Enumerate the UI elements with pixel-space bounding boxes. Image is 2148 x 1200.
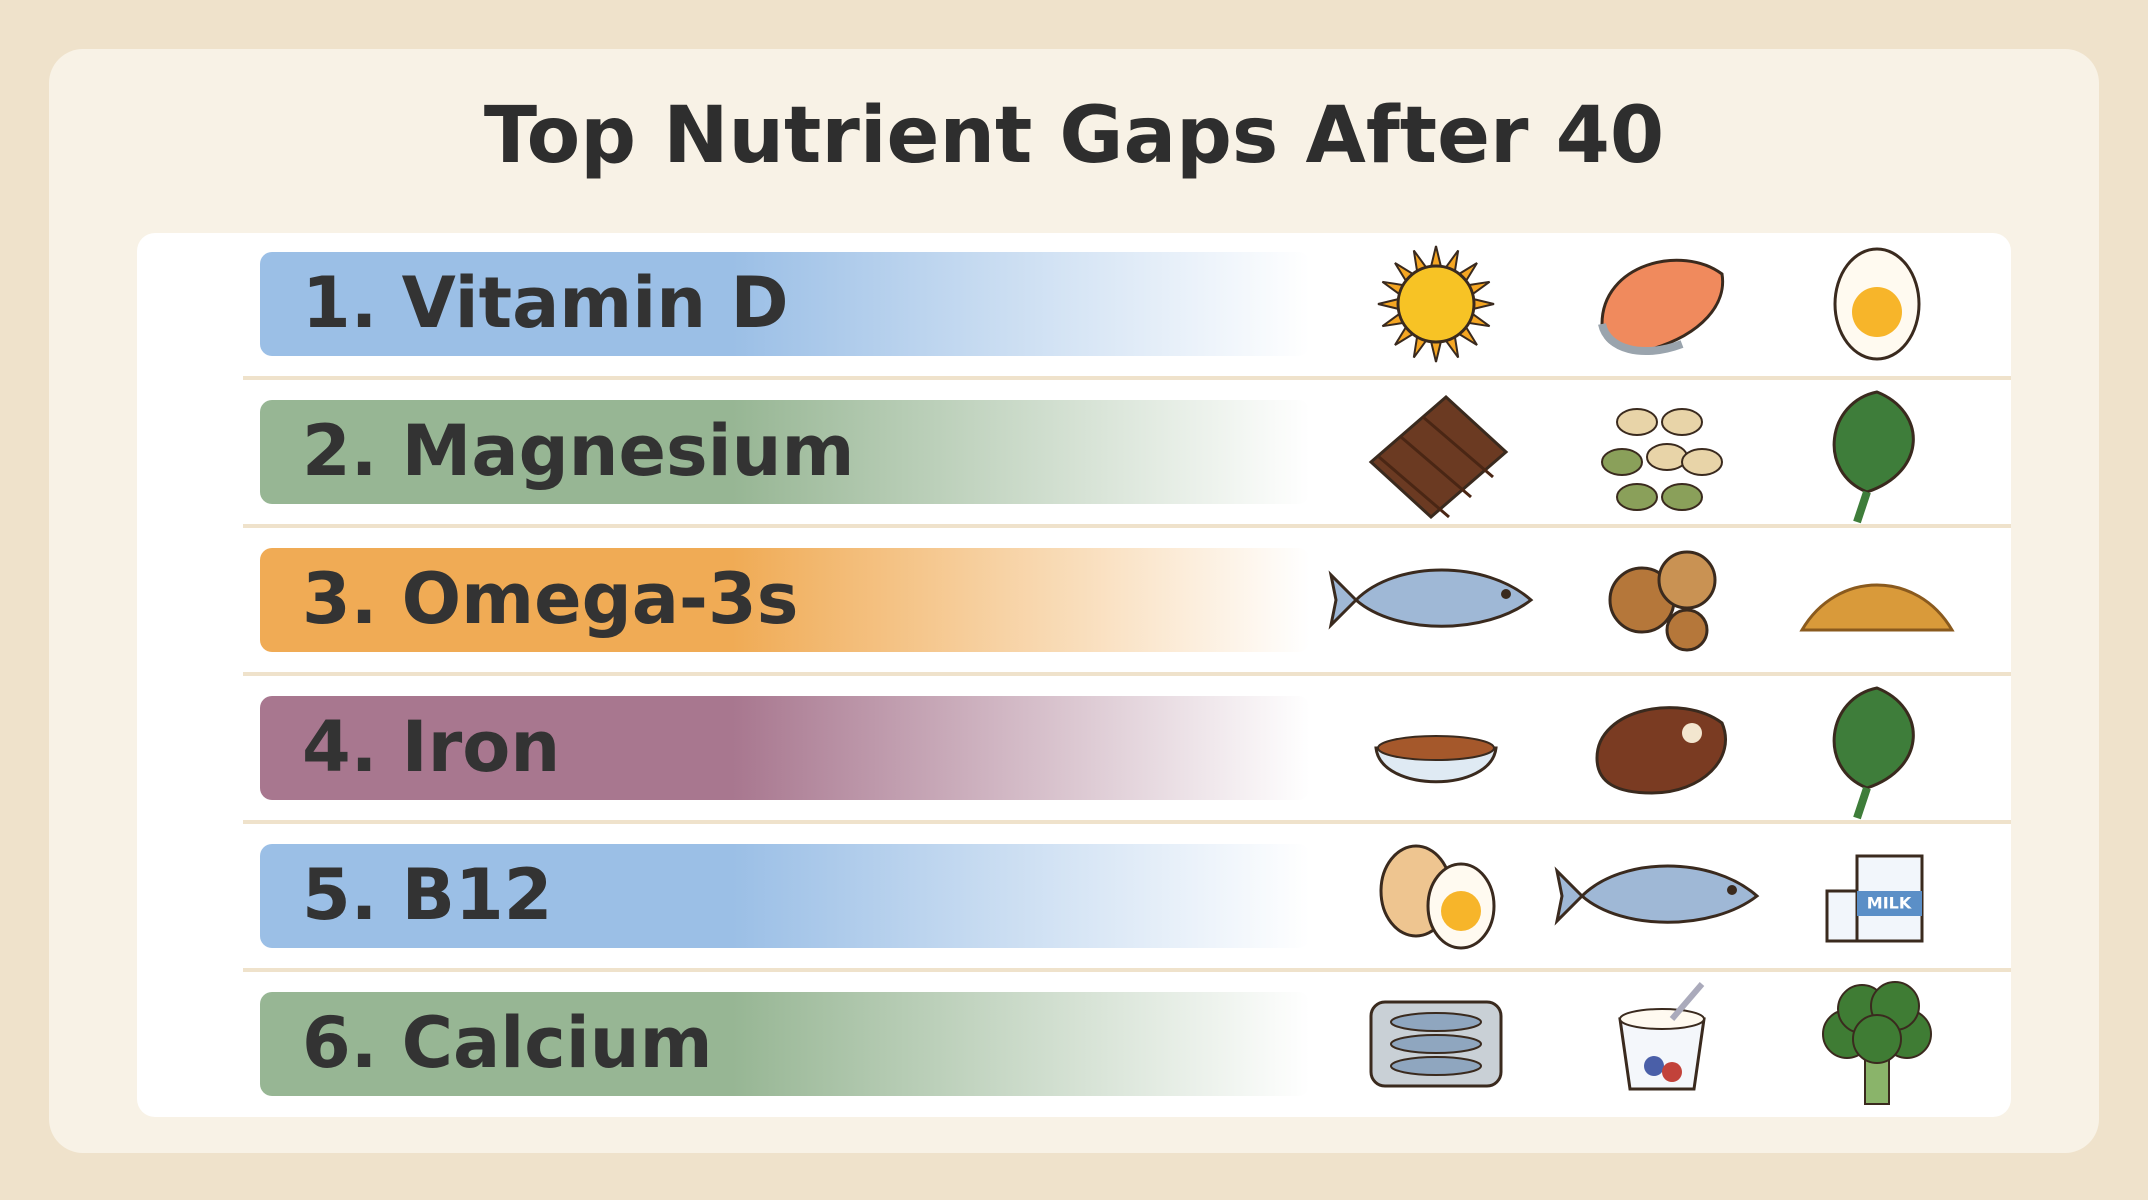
stem — [1853, 786, 1871, 820]
food-icon — [1368, 394, 1509, 520]
food-icon — [1328, 568, 1534, 630]
stem — [1853, 490, 1871, 524]
food-icon — [1598, 258, 1725, 355]
row-label: 1. Vitamin D — [302, 262, 789, 344]
row-label: 6. Calcium — [302, 1002, 713, 1084]
yogurt — [1619, 1008, 1705, 1030]
food-icon — [1374, 735, 1498, 784]
salmon-skin — [1598, 322, 1684, 355]
food-icon — [1799, 583, 1955, 632]
walnut — [1665, 608, 1709, 652]
seed — [1681, 448, 1723, 476]
row-bar — [260, 992, 1310, 1096]
seed — [1616, 483, 1658, 511]
berry — [1644, 1056, 1664, 1076]
chocolate — [1368, 394, 1509, 520]
food-icon — [1377, 245, 1495, 363]
row-label: 4. Iron — [302, 706, 560, 788]
fish-eye — [1501, 589, 1511, 599]
food-icon — [1379, 844, 1496, 950]
seed — [1661, 408, 1703, 436]
food-icon — [1832, 390, 1915, 524]
beans — [1377, 735, 1495, 761]
choc-line — [1422, 415, 1494, 479]
berry — [1662, 1062, 1682, 1082]
food-icon — [1601, 408, 1723, 511]
food-icon — [1554, 864, 1760, 926]
glass — [1825, 889, 1861, 943]
row-label: 5. B12 — [302, 854, 552, 936]
yolk — [1852, 287, 1902, 337]
seed — [1616, 408, 1658, 436]
food-icon — [1595, 706, 1727, 795]
row-bar — [260, 252, 1310, 356]
food-icon — [1608, 550, 1717, 652]
choc-line — [1378, 455, 1450, 519]
title: Top Nutrient Gaps After 40 — [484, 91, 1664, 181]
yolk — [1441, 891, 1481, 931]
sardine — [1390, 1012, 1482, 1032]
food-icon — [1833, 247, 1921, 361]
row-bar — [260, 548, 1310, 652]
fish — [1328, 568, 1534, 630]
seed — [1646, 443, 1688, 471]
row-label: 2. Magnesium — [302, 410, 854, 492]
food-icon: MILK — [1825, 854, 1924, 943]
sun-core — [1396, 264, 1476, 344]
spoon — [1669, 982, 1705, 1021]
carton-band — [1857, 891, 1922, 916]
row-bar — [260, 844, 1310, 948]
fish-eye — [1727, 885, 1737, 895]
row-label: 3. Omega-3s — [302, 558, 798, 640]
food-icon — [1618, 982, 1706, 1091]
milk-label: MILK — [1867, 894, 1912, 913]
sardine — [1390, 1056, 1482, 1076]
lentil-pile — [1799, 583, 1955, 632]
fish — [1554, 864, 1760, 926]
bone — [1682, 723, 1702, 743]
sardine — [1390, 1034, 1482, 1054]
seed — [1601, 448, 1643, 476]
choc-line — [1400, 435, 1472, 499]
row-bar — [260, 400, 1310, 504]
seed — [1661, 483, 1703, 511]
food-icon — [1369, 1000, 1503, 1088]
food-icon — [1832, 686, 1915, 820]
food-icon — [1822, 981, 1932, 1105]
walnut — [1657, 550, 1717, 610]
leaf — [1832, 390, 1915, 494]
row-bar — [260, 696, 1310, 800]
floret — [1852, 1014, 1902, 1064]
leaf — [1832, 686, 1915, 790]
